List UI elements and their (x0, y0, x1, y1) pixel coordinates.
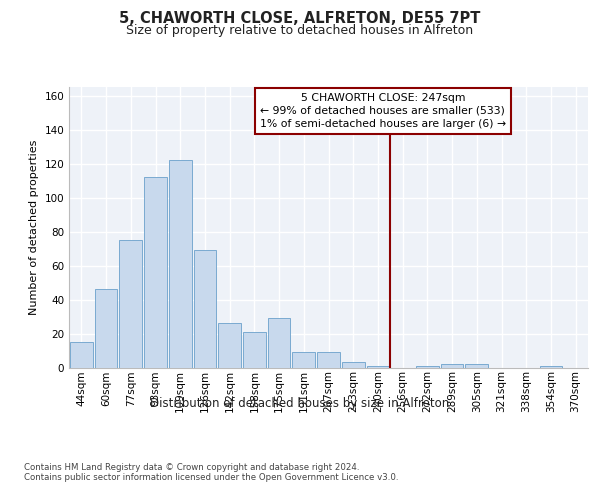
Text: 5 CHAWORTH CLOSE: 247sqm
← 99% of detached houses are smaller (533)
1% of semi-d: 5 CHAWORTH CLOSE: 247sqm ← 99% of detach… (260, 92, 506, 129)
Bar (218, 324, 241, 368)
Bar (539, 366, 562, 368)
Text: Size of property relative to detached houses in Alfreton: Size of property relative to detached ho… (127, 24, 473, 37)
Text: 5, CHAWORTH CLOSE, ALFRETON, DE55 7PT: 5, CHAWORTH CLOSE, ALFRETON, DE55 7PT (119, 11, 481, 26)
Bar (243, 332, 266, 368)
Bar (144, 178, 167, 368)
Bar (169, 160, 191, 368)
Bar (466, 364, 488, 368)
Text: Distribution of detached houses by size in Alfreton: Distribution of detached houses by size … (151, 398, 449, 410)
Text: Contains HM Land Registry data © Crown copyright and database right 2024.
Contai: Contains HM Land Registry data © Crown c… (24, 462, 398, 482)
Bar (317, 352, 340, 368)
Bar (342, 362, 365, 368)
Y-axis label: Number of detached properties: Number of detached properties (29, 140, 39, 315)
Bar (416, 366, 439, 368)
Bar (194, 250, 216, 368)
Bar (441, 364, 463, 368)
Bar (367, 366, 389, 368)
Bar (292, 352, 315, 368)
Bar (119, 240, 142, 368)
Bar (70, 342, 93, 367)
Bar (268, 318, 290, 368)
Bar (95, 290, 118, 368)
